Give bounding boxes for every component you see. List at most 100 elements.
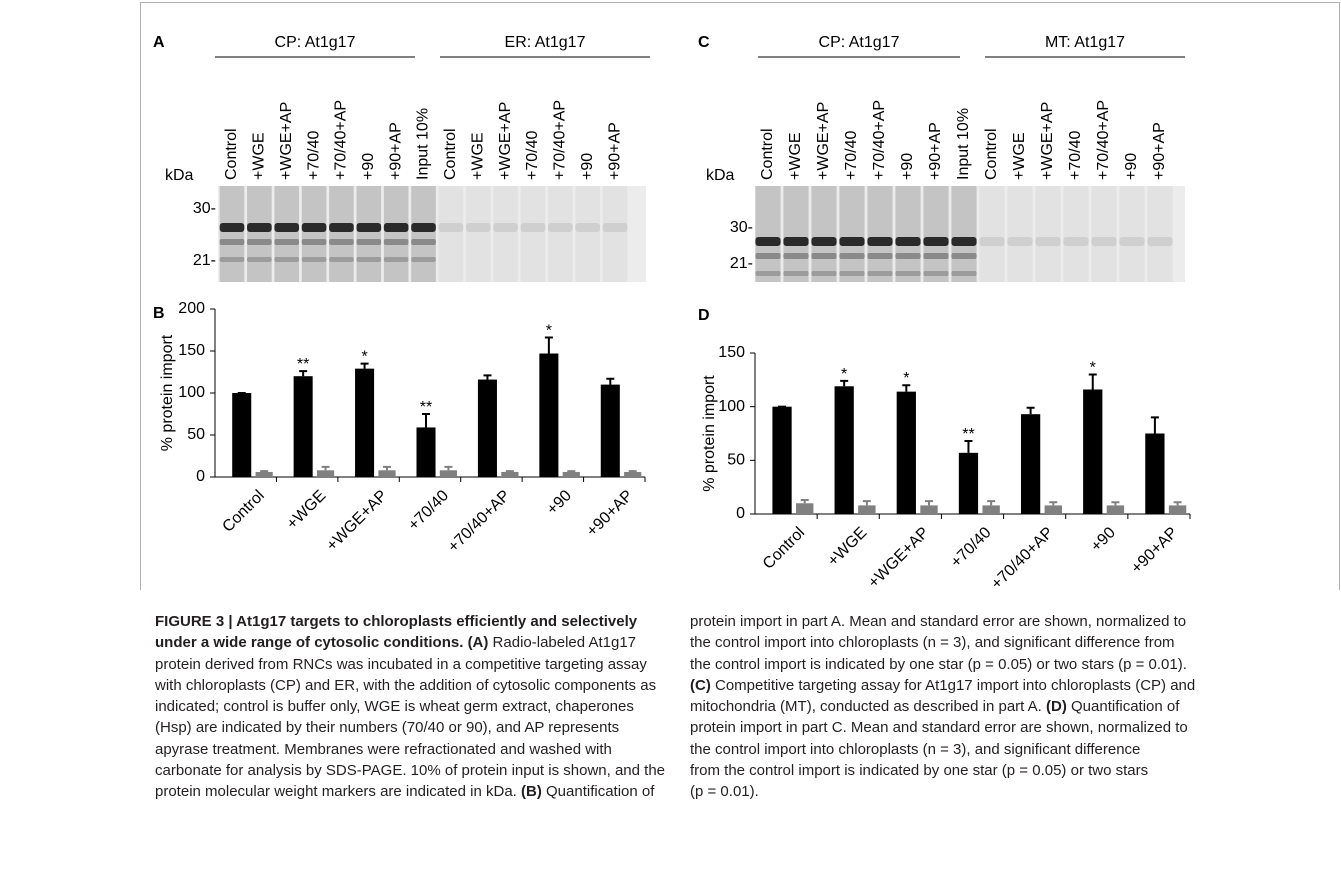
bar: [897, 392, 916, 514]
caption-text: Quantification of: [542, 783, 655, 800]
error-bar: [1174, 502, 1182, 505]
gel-lane: [867, 186, 892, 282]
gel-band: [466, 223, 491, 232]
gel-band: [411, 223, 436, 232]
gel-band: [867, 271, 892, 276]
lane-label: +WGE+AP: [815, 102, 832, 180]
caption-text: the control import into chloroplasts (n …: [690, 741, 1140, 758]
gel-band: [811, 271, 836, 276]
gel-lane: [1119, 186, 1144, 282]
gel-lane: [274, 186, 299, 282]
caption-line: protein import in part C. Mean and stand…: [690, 717, 1195, 738]
gel-band: [1035, 237, 1060, 246]
gel-band: [302, 223, 327, 232]
panel-label: D: [698, 307, 710, 324]
y-tick-label: 100: [718, 398, 745, 415]
lane-label: +70/40+AP: [871, 100, 888, 180]
gel-lane: [575, 186, 600, 282]
gel-band: [895, 237, 920, 246]
error-bar: [422, 414, 430, 427]
gel-band: [384, 223, 409, 232]
error-bar: [925, 501, 933, 505]
x-tick-label: +70/40: [405, 487, 452, 534]
gel-lane: [302, 186, 327, 282]
lane-label: +WGE+AP: [497, 102, 514, 180]
gel-lane: [839, 186, 864, 282]
significance-star: **: [962, 426, 974, 443]
gel-lane: [220, 186, 245, 282]
gel-lane: [493, 186, 518, 282]
bar: [772, 407, 791, 514]
gel-lane: [1147, 186, 1172, 282]
caption-text: carbonate for analysis by SDS-PAGE. 10% …: [155, 762, 665, 779]
error-bar: [1111, 502, 1119, 505]
marker-label: 30-: [193, 200, 216, 217]
bar: [1145, 434, 1164, 515]
error-bar: [444, 467, 452, 470]
bar: [378, 470, 395, 477]
y-axis-label: % protein import: [701, 375, 718, 492]
error-bar: [606, 379, 614, 385]
gel-band: [839, 253, 864, 259]
x-tick-label: +90+AP: [1128, 524, 1181, 577]
lane-label: Control: [759, 128, 776, 180]
lane-label: +WGE: [251, 132, 268, 180]
gel-band: [411, 257, 436, 262]
gel-lane: [1063, 186, 1088, 282]
significance-star: *: [903, 370, 909, 387]
error-bar: [863, 501, 871, 505]
bar: [539, 354, 558, 477]
gel-lane: [466, 186, 491, 282]
gel-band: [247, 239, 272, 245]
lane-label: +WGE+AP: [1039, 102, 1056, 180]
bar: [1169, 505, 1186, 514]
gel-band: [783, 237, 808, 246]
marker-label: 21-: [193, 252, 216, 269]
caption-line: from the control import is indicated by …: [690, 760, 1195, 781]
gel-band: [923, 253, 948, 259]
gel-band: [329, 239, 354, 245]
caption-text: protein molecular weight markers are ind…: [155, 783, 521, 800]
bar: [317, 470, 334, 477]
gel-band: [302, 239, 327, 245]
caption-left: FIGURE 3 | At1g17 targets to chloroplast…: [155, 611, 665, 803]
gel-lane: [895, 186, 920, 282]
lane-label: +WGE: [787, 132, 804, 180]
x-tick-label: Control: [219, 487, 267, 535]
lane-label: +70/40: [843, 131, 860, 180]
significance-star: **: [420, 399, 432, 416]
gel-lane: [603, 186, 628, 282]
bar: [982, 505, 999, 514]
caption-text: (C): [690, 677, 711, 694]
caption-text: Radio-labeled At1g17: [488, 634, 636, 651]
x-tick-label: +90+AP: [584, 487, 637, 540]
y-tick-label: 0: [736, 505, 745, 522]
gel-lane: [411, 186, 436, 282]
gel-band: [274, 239, 299, 245]
gel-band: [220, 239, 245, 245]
gel-band: [951, 271, 976, 276]
gel-lane: [439, 186, 464, 282]
y-tick-label: 150: [178, 342, 205, 359]
gel-band: [575, 223, 600, 232]
marker-label: 21-: [730, 255, 753, 272]
lane-label: Control: [442, 128, 459, 180]
gel-lane: [951, 186, 976, 282]
gel-lane: [384, 186, 409, 282]
error-bar: [545, 338, 553, 354]
caption-text: FIGURE 3 | At1g17 targets to chloroplast…: [155, 613, 637, 630]
caption-text: (B): [521, 783, 542, 800]
gel-band: [493, 223, 518, 232]
gel-band: [1119, 237, 1144, 246]
gel-lane: [247, 186, 272, 282]
y-axis-label: % protein import: [159, 334, 176, 451]
gel-band: [247, 257, 272, 262]
caption-line: protein molecular weight markers are ind…: [155, 781, 665, 802]
gel-band: [811, 237, 836, 246]
gel-band: [220, 223, 245, 232]
lane-label: +70/40: [305, 131, 322, 180]
x-tick-label: +WGE: [825, 524, 871, 570]
y-tick-label: 0: [196, 468, 205, 485]
error-bar: [1027, 408, 1035, 414]
caption-text: (Hsp) are indicated by their numbers (70…: [155, 719, 619, 736]
